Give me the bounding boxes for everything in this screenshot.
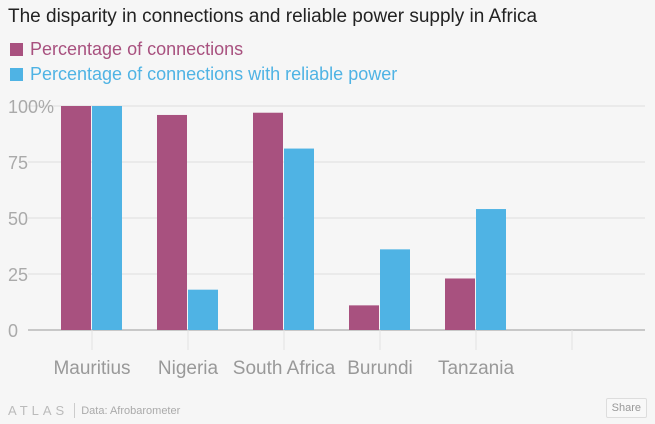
legend-item-reliable: Percentage of connections with reliable … [10, 64, 397, 85]
bar-reliable-burundi [380, 249, 410, 330]
footer: ATLAS Data: Afrobarometer [8, 403, 180, 418]
atlas-logo: ATLAS [8, 403, 76, 418]
y-tick-label: 50 [8, 209, 28, 229]
chart-title: The disparity in connections and reliabl… [8, 6, 538, 27]
source-note: Data: Afrobarometer [81, 404, 181, 417]
bar-connections-tanzania [445, 278, 475, 330]
y-tick-label: 0 [8, 321, 18, 341]
x-tick-label: Tanzania [438, 358, 514, 379]
share-button[interactable]: Share [605, 398, 647, 418]
y-tick-label: 100% [8, 97, 54, 117]
x-tick-label: Nigeria [158, 358, 219, 379]
x-tick-label: Mauritius [53, 358, 130, 379]
legend-label: Percentage of connections [30, 39, 244, 59]
bar-reliable-mauritius [92, 106, 122, 330]
bar-connections-mauritius [61, 106, 91, 330]
legend-label: Percentage of connections with reliable … [30, 64, 398, 84]
bar-reliable-south-africa [284, 148, 314, 330]
legend-item-connections: Percentage of connections [10, 39, 243, 60]
legend-swatch [10, 43, 23, 56]
y-tick-label: 75 [8, 153, 28, 173]
bar-reliable-tanzania [476, 209, 506, 330]
bar-connections-burundi [349, 305, 379, 330]
bar-connections-nigeria [157, 114, 187, 331]
x-tick-label: South Africa [233, 358, 336, 379]
legend-swatch [10, 68, 23, 81]
bar-reliable-nigeria [188, 289, 218, 330]
bar-connections-south-africa [253, 112, 283, 330]
y-tick-label: 25 [8, 265, 28, 285]
x-tick-label: Burundi [347, 358, 413, 379]
